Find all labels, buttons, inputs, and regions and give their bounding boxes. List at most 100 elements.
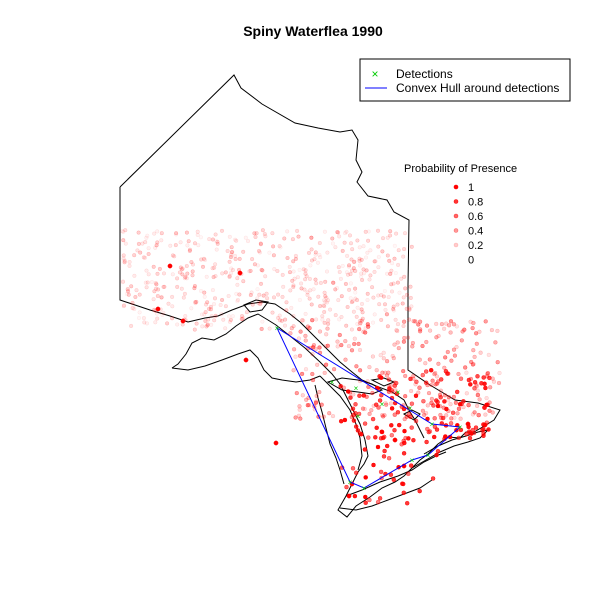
probability-point [223,326,228,331]
probability-point [130,300,135,305]
probability-point [153,320,158,325]
probability-point [408,414,413,420]
probability-point [309,235,314,240]
probability-point [279,318,284,323]
probability-point [178,240,183,245]
probability-point [453,400,459,405]
probability-point [345,304,350,310]
probability-point [495,328,500,334]
probability-point [276,315,281,320]
probability-point [348,296,353,301]
lake-erie-south [339,479,433,511]
probability-point [357,263,362,268]
probability-point [313,250,318,255]
probability-point [358,320,363,326]
probability-point [366,238,371,243]
probability-point [199,288,204,294]
probability-point [344,229,349,234]
probability-point [130,306,135,311]
probability-point [475,392,481,398]
probability-point [244,310,249,315]
probability-point [239,317,244,322]
probability-point [175,284,180,289]
probability-point [487,408,492,413]
probability-point [403,286,408,291]
probability-point [208,307,213,312]
probability-point [388,401,394,406]
probability-point [136,230,141,235]
probability-point [373,435,378,440]
probability-point [365,250,370,255]
probability-point [212,296,218,301]
probability-point [349,268,355,273]
probability-point [310,371,315,377]
probability-point [378,375,384,380]
probability-point [431,403,436,408]
probability-point [201,256,207,261]
probability-point [321,414,326,419]
probability-point [288,288,293,293]
probability-point [277,313,282,318]
probability-point [166,301,171,306]
probability-point [190,273,195,278]
probability-point [448,330,453,335]
probability-point [335,344,340,349]
probability-point [456,371,461,377]
probability-point [123,241,128,246]
probability-point [423,361,428,366]
probability-point [220,297,225,303]
probability-point [359,257,364,262]
probability-point [202,257,208,263]
probability-point [443,355,448,360]
probability-point [365,379,370,384]
probability-point [255,296,260,301]
probability-point [125,287,130,292]
probability-point [330,413,336,419]
probability-point [362,447,368,452]
probability-point [337,332,342,338]
probability-point [203,310,208,315]
probability-point [299,286,304,291]
probability-point [477,397,482,402]
probability-point [324,332,329,337]
probability-point [120,280,125,285]
probability-point [409,401,415,406]
probability-point [252,231,257,236]
probability-point [399,276,404,281]
probability-point [400,301,405,306]
probability-point [235,299,240,304]
probability-point [141,255,146,260]
probability-point [420,343,425,349]
probability-point [213,274,218,279]
probability-point [382,448,387,454]
probability-legend-items: 1 0.8 0.6 0.4 0.2 0 [453,182,483,267]
probability-point [444,406,449,412]
probability-point [409,244,414,249]
probability-point [395,328,400,334]
probability-point [330,236,335,241]
probability-point [313,399,319,404]
probability-point [170,304,175,309]
probability-point [380,236,386,241]
detection-marker: × [396,388,401,397]
probability-point [350,299,355,304]
probability-point [346,343,352,349]
probability-point [451,322,457,327]
probability-point [434,452,439,458]
probability-point [384,373,390,378]
probability-point [451,347,457,352]
probability-point [270,310,275,315]
probability-point [382,413,387,418]
detection-marker: × [458,423,463,432]
probability-point [270,231,275,236]
probability-point [159,231,164,236]
probability-point [143,240,148,245]
probability-point [363,500,368,506]
probability-point [291,347,297,352]
probability-point [309,258,315,263]
probability-point [370,354,376,359]
probability-point [303,367,309,372]
probability-point [138,250,143,255]
probability-point [291,269,296,274]
probability-point [137,292,142,297]
